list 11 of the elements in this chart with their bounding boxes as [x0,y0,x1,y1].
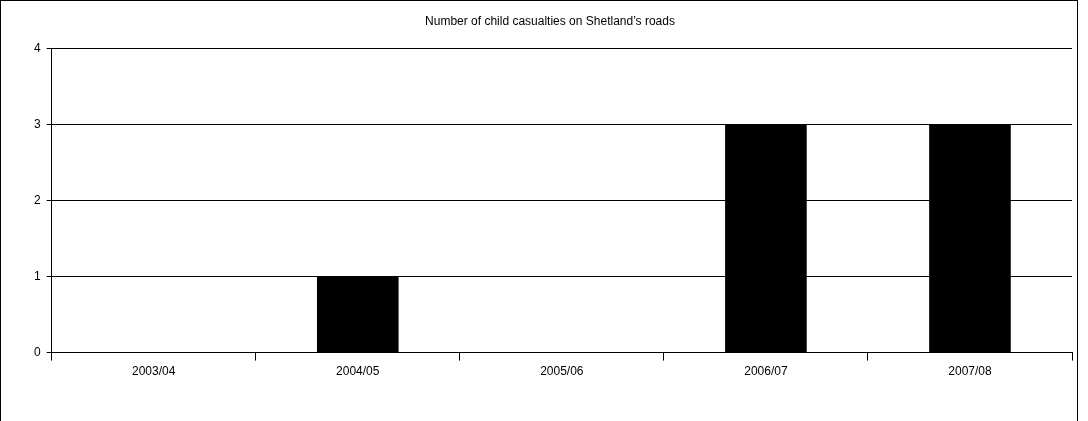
chart-title: Number of child casualties on Shetland’s roads [425,13,675,28]
x-tick-label: 2005/06 [540,364,584,379]
y-tick-label: 3 [33,116,41,131]
y-tick-label: 2 [33,192,41,207]
y-tick-label: 4 [33,40,41,55]
x-tick-label: 2006/07 [744,364,788,379]
x-tick-label: 2003/04 [132,364,176,379]
x-tick-label: 2004/05 [336,364,380,379]
x-tick-label: 2007/08 [948,364,992,379]
y-tick-label: 1 [33,268,41,283]
y-tick-label: 0 [33,344,41,359]
